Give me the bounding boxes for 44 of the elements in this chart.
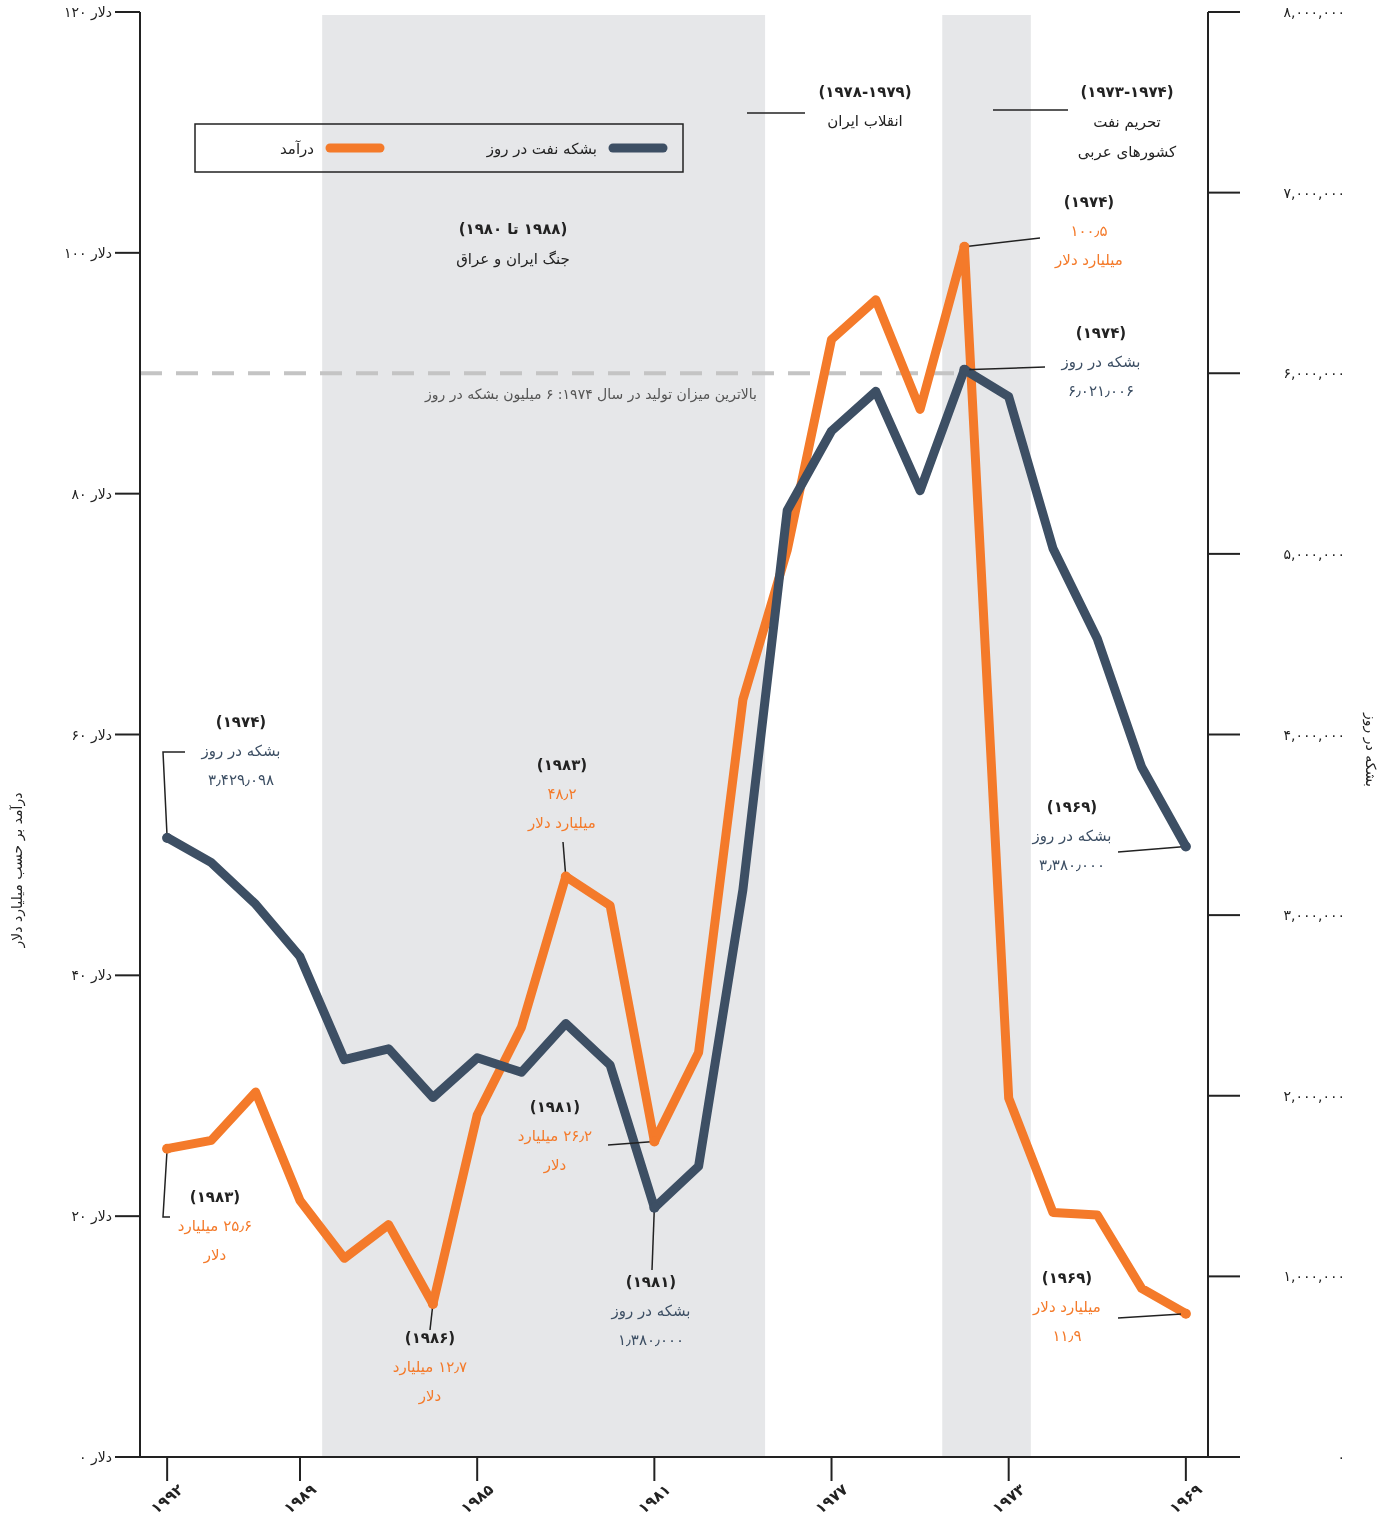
y2-tick-label: ۶,۰۰۰,۰۰۰ — [1283, 365, 1345, 382]
y-tick-label: ۸۰ دلار — [71, 485, 112, 503]
x-tick-label: ۱۹۸۵ — [457, 1480, 497, 1515]
x-tick-label: ۱۹۷۷ — [811, 1480, 852, 1515]
x-tick-label: ۱۹۸۹ — [280, 1480, 320, 1515]
y2-tick-label: ۲,۰۰۰,۰۰۰ — [1283, 1087, 1345, 1104]
x-tick-label: ۱۹۹۲ — [147, 1480, 187, 1515]
y-tick-label: ۰ دلار — [79, 1449, 112, 1466]
x-tick-label: ۱۹۸۱ — [634, 1480, 675, 1515]
band-label: (۱۹۷۳-۱۹۷۴) تحریم نفت کشورهای عربی — [1077, 83, 1178, 161]
y2-tick-label: ۸,۰۰۰,۰۰۰ — [1283, 4, 1345, 20]
point — [1180, 841, 1191, 852]
y-axis-title: درآمد بر حسب میلیارد دلار — [9, 792, 26, 949]
y2-tick-label: ۳,۰۰۰,۰۰۰ — [1283, 907, 1345, 924]
annotation: بالاترین میزان تولید در سال ۱۹۷۴: ۶ میلیون بشکه در روز — [424, 386, 757, 403]
legend-label: درآمد — [280, 140, 314, 158]
y2-axis-title: بشکه در روز — [1362, 712, 1379, 787]
annotation: (۱۹۷۸-۱۹۷۹) انقلاب ایران — [818, 83, 912, 130]
y2-tick-label: ۵,۰۰۰,۰۰۰ — [1283, 545, 1345, 562]
annotation: (۱۹۸۱) ۲۶٫۲ میلیارد دلار — [517, 1098, 593, 1174]
y-tick-label: ۱۲۰ دلار — [64, 4, 112, 21]
point — [1180, 1308, 1191, 1319]
annotation: (۱۹۸۳) ۴۸٫۲ میلیارد دلار — [527, 756, 596, 832]
y2-tick-label: ۷,۰۰۰,۰۰۰ — [1283, 184, 1345, 201]
band-label: (۱۹۸۸ تا ۱۹۸۰) جنگ ایران و عراق — [456, 220, 570, 268]
y-tick-label: ۲۰ دلار — [71, 1208, 112, 1226]
x-tick-label: ۱۹۶۹ — [1166, 1480, 1206, 1515]
y-tick-label: ۶۰ دلار — [71, 726, 112, 744]
annotation: (۱۹۶۹) بشکه در روز ۳٫۳۸۰٫۰۰۰ — [1031, 798, 1112, 874]
x-tick-label: ۱۹۷۳ — [988, 1480, 1029, 1515]
y-tick-label: ۴۰ دلار — [71, 967, 112, 985]
annotation: (۱۹۷۴) بشکه در روز ۳٫۴۲۹٫۰۹۸ — [200, 713, 281, 789]
annotation: (۱۹۷۴) بشکه در روز ۶٫۰۲۱٫۰۰۶ — [1060, 324, 1141, 400]
annotation: (۱۹۶۹) میلیارد دلار ۱۱٫۹ — [1032, 1269, 1101, 1345]
annotation: (۱۹۸۳) ۲۵٫۶ میلیارد دلار — [177, 1188, 253, 1264]
y-tick-label: ۱۰۰ دلار — [64, 244, 112, 262]
annotation: (۱۹۸۱) بشکه در روز ۱٫۳۸۰٫۰۰۰ — [610, 1273, 691, 1349]
y2-tick-label: ۰ — [1337, 1449, 1345, 1465]
legend-label: بشکه نفت در روز — [485, 140, 597, 158]
point — [162, 833, 173, 844]
y2-tick-label: ۱,۰۰۰,۰۰۰ — [1283, 1268, 1345, 1285]
y2-tick-label: ۴,۰۰۰,۰۰۰ — [1283, 726, 1345, 743]
annotation: (۱۹۷۴) ۱۰۰٫۵ میلیارد دلار — [1054, 193, 1123, 269]
annotation: (۱۹۸۶) ۱۲٫۷ میلیارد دلار — [392, 1329, 468, 1405]
